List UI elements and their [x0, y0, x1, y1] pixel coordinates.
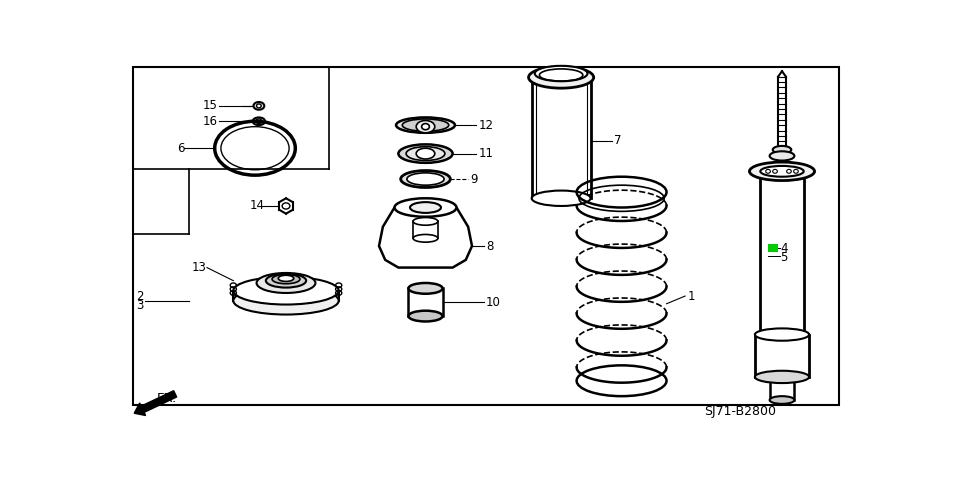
Ellipse shape: [754, 328, 809, 341]
Text: 3: 3: [137, 299, 144, 312]
Text: SJ71-B2800: SJ71-B2800: [705, 405, 776, 418]
Ellipse shape: [770, 396, 795, 404]
Text: 8: 8: [486, 239, 494, 252]
Ellipse shape: [532, 191, 590, 206]
Ellipse shape: [406, 147, 445, 161]
Ellipse shape: [396, 118, 455, 133]
Ellipse shape: [760, 166, 804, 177]
Ellipse shape: [773, 146, 792, 153]
Ellipse shape: [750, 162, 815, 181]
Ellipse shape: [257, 104, 262, 108]
Text: 15: 15: [203, 99, 218, 112]
Bar: [768, 244, 778, 252]
Ellipse shape: [398, 144, 453, 163]
Ellipse shape: [754, 371, 809, 383]
Text: 6: 6: [178, 141, 185, 155]
Ellipse shape: [257, 273, 315, 293]
Ellipse shape: [272, 274, 300, 284]
Ellipse shape: [265, 274, 307, 288]
Ellipse shape: [253, 118, 265, 125]
Ellipse shape: [233, 277, 339, 304]
Ellipse shape: [414, 235, 438, 242]
Ellipse shape: [401, 171, 451, 187]
Ellipse shape: [402, 119, 449, 131]
Ellipse shape: [253, 102, 265, 110]
Text: 7: 7: [614, 134, 622, 147]
Ellipse shape: [416, 148, 435, 159]
Text: 14: 14: [249, 199, 265, 212]
Text: 16: 16: [203, 115, 218, 128]
Ellipse shape: [410, 202, 441, 213]
Ellipse shape: [766, 169, 771, 173]
Ellipse shape: [409, 311, 442, 322]
Text: 2: 2: [137, 290, 144, 303]
Ellipse shape: [794, 169, 798, 173]
Text: 4: 4: [780, 242, 788, 255]
Text: 9: 9: [471, 173, 478, 185]
Ellipse shape: [394, 198, 456, 217]
Ellipse shape: [787, 169, 792, 173]
Ellipse shape: [407, 173, 444, 185]
Ellipse shape: [421, 124, 430, 130]
Ellipse shape: [760, 329, 804, 340]
Ellipse shape: [770, 152, 795, 161]
Ellipse shape: [528, 66, 594, 88]
Text: 13: 13: [191, 261, 206, 274]
Text: 12: 12: [478, 119, 493, 131]
Ellipse shape: [773, 169, 777, 173]
Ellipse shape: [535, 66, 587, 81]
Ellipse shape: [278, 275, 294, 282]
Text: 11: 11: [478, 147, 493, 160]
Text: FR.: FR.: [157, 392, 177, 405]
Ellipse shape: [233, 287, 339, 315]
Text: 10: 10: [486, 296, 500, 309]
Ellipse shape: [409, 283, 442, 294]
Text: 5: 5: [780, 251, 788, 264]
Ellipse shape: [416, 120, 435, 133]
Text: 1: 1: [688, 290, 695, 303]
FancyArrow shape: [135, 391, 177, 415]
Ellipse shape: [256, 119, 262, 124]
Ellipse shape: [414, 217, 438, 225]
